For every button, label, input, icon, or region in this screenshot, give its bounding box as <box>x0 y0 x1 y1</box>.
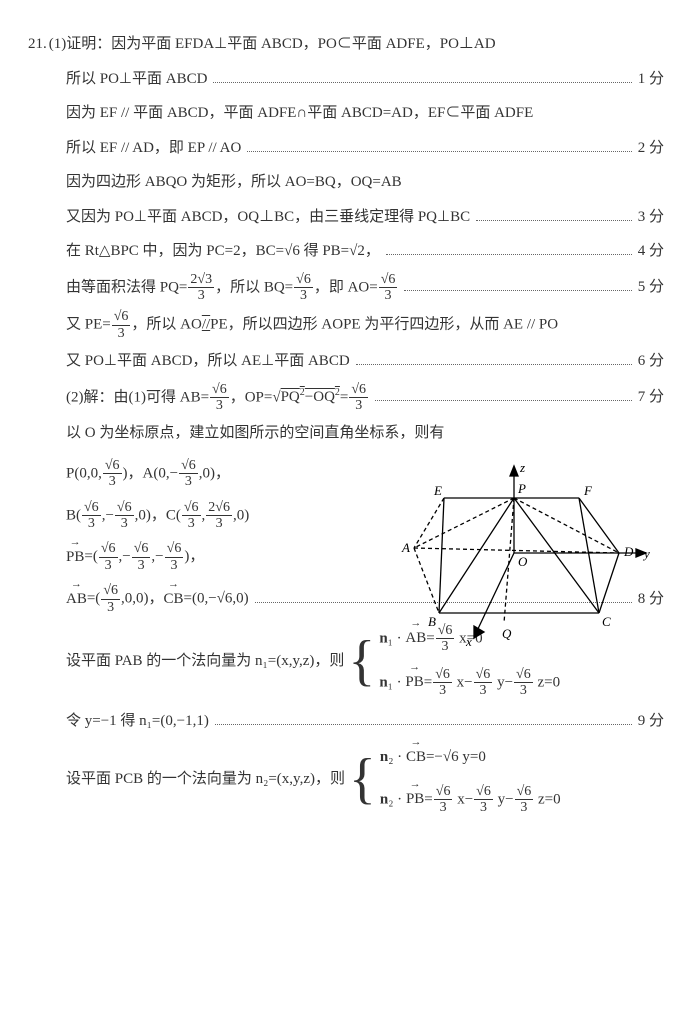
line-part2: (2)解：由(1)可得 AB=√63，OP=√PQ2−OQ2=√63 <box>66 382 369 414</box>
dots <box>476 220 632 221</box>
score-3: 3 分 <box>638 203 664 232</box>
line-11: 以 O 为坐标原点，建立如图所示的空间直角坐标系，则有 <box>66 419 444 448</box>
line-rt: 在 Rt△BPC 中，因为 PC=2，BC=√6 得 PB=√2， <box>66 237 380 266</box>
line-0: (1)证明：因为平面 EFDA⊥平面 ABCD，PO⊂平面 ADFE，PO⊥AD <box>49 30 496 59</box>
svg-text:F: F <box>583 483 593 498</box>
n2-eq1: n₂ · CB=−√6 y=0 <box>380 743 561 772</box>
dots <box>386 254 632 255</box>
n1-result: 令 y=−1 得 n₁=(0,−1,1) <box>66 707 209 736</box>
svg-text:z: z <box>519 460 525 475</box>
score-1: 1 分 <box>638 65 664 94</box>
svg-text:x: x <box>465 634 472 649</box>
dots <box>213 82 631 83</box>
coord-P: P(0,0,√63)，A(0,−√63,0)， <box>66 458 230 490</box>
svg-text:E: E <box>433 483 442 498</box>
line-2: 因为 EF // 平面 ABCD，平面 ADFE∩平面 ABCD=AD，EF⊂平… <box>66 99 533 128</box>
svg-text:Q: Q <box>502 626 512 641</box>
n2-eq2: n₂ · PB=√63 x−√63 y−√63 z=0 <box>380 784 561 816</box>
dots <box>247 151 631 152</box>
coord-B: B(√63,−√63,0)，C(√63,2√63,0) <box>66 500 249 532</box>
svg-text:O: O <box>518 554 528 569</box>
line-pq: 由等面积法得 PQ=2√33，所以 BQ=√63，即 AO=√63 <box>66 272 398 304</box>
coord-PB: PB=(√63,−√63,−√63)， <box>66 541 204 573</box>
svg-text:B: B <box>428 614 436 629</box>
line-9: 又 PO⊥平面 ABCD，所以 AE⊥平面 ABCD <box>66 347 350 376</box>
svg-text:A: A <box>401 540 410 555</box>
svg-text:y: y <box>642 546 650 561</box>
line-3: 所以 EF // AD，即 EP // AO <box>66 134 241 163</box>
coord-AB: AB=(√63,0,0)，CB=(0,−√6,0) <box>66 583 249 615</box>
n1-eq2: n₁ · PB=√63 x−√63 y−√63 z=0 <box>379 667 560 699</box>
n1-pre: 设平面 PAB 的一个法向量为 n₁=(x,y,z)，则 <box>66 647 344 676</box>
dots <box>375 400 632 401</box>
coords-block: P(0,0,√63)，A(0,−√63,0)， B(√63,−√63,0)，C(… <box>28 458 664 573</box>
score-5: 5 分 <box>638 273 664 302</box>
line-1: 所以 PO⊥平面 ABCD <box>66 65 207 94</box>
dots <box>404 290 631 291</box>
q-number: 21. <box>28 30 47 59</box>
brace-icon: { <box>348 633 375 689</box>
line-pe: 又 PE=√63，所以 AO//PE，所以四边形 AOPE 为平行四边形，从而 … <box>66 309 558 341</box>
line-5: 又因为 PO⊥平面 ABCD，OQ⊥BC，由三垂线定理得 PQ⊥BC <box>66 203 470 232</box>
svg-text:C: C <box>602 614 611 629</box>
n2-pre: 设平面 PCB 的一个法向量为 n₂=(x,y,z)，则 <box>66 765 345 794</box>
dots <box>356 364 632 365</box>
score-2: 2 分 <box>638 134 664 163</box>
score-9: 9 分 <box>638 707 664 736</box>
svg-text:D: D <box>623 544 634 559</box>
brace-icon: { <box>349 751 376 807</box>
n2-system: 设平面 PCB 的一个法向量为 n₂=(x,y,z)，则 { n₂ · CB=−… <box>66 743 664 815</box>
dots <box>215 724 632 725</box>
score-7: 7 分 <box>638 383 664 412</box>
score-6: 6 分 <box>638 347 664 376</box>
svg-text:P: P <box>517 481 526 496</box>
score-4: 4 分 <box>638 237 664 266</box>
line-4: 因为四边形 ABQO 为矩形，所以 AO=BQ，OQ=AB <box>66 168 402 197</box>
